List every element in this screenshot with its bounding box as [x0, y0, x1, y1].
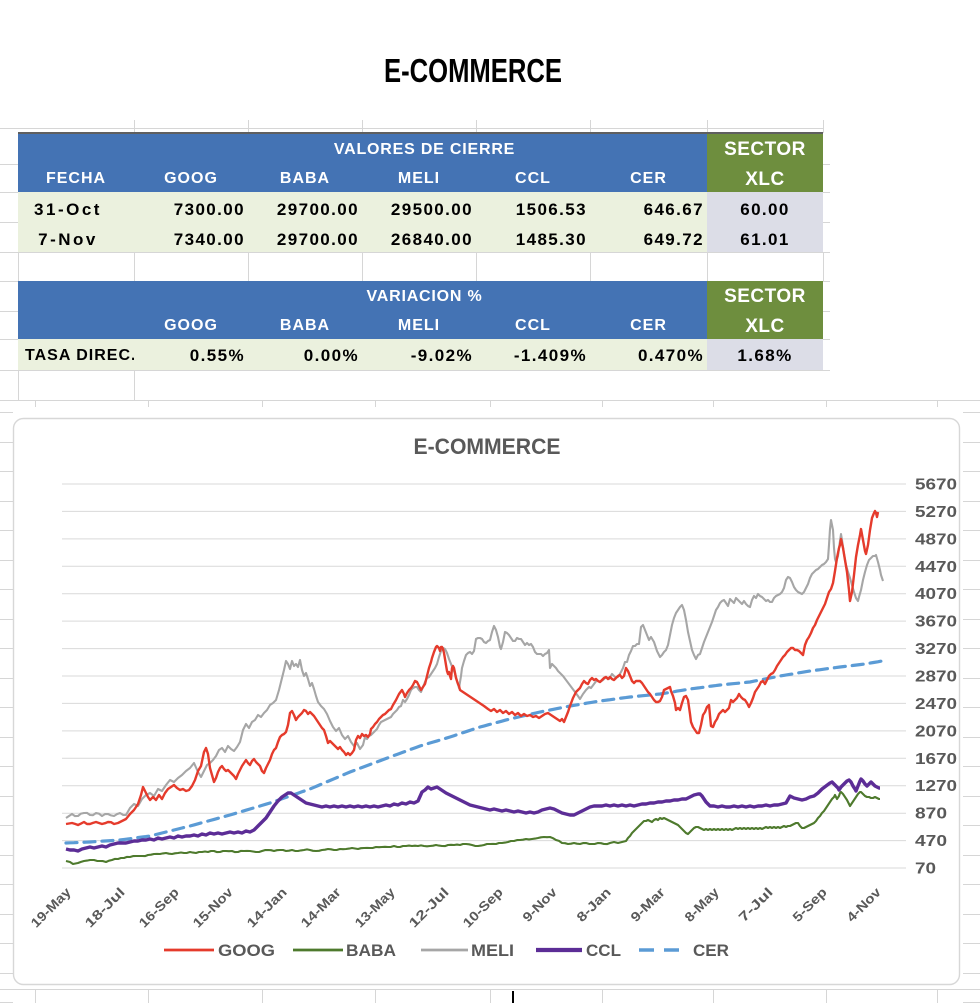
svg-text:CCL: CCL	[586, 941, 621, 960]
svg-text:2070: 2070	[915, 723, 957, 740]
svg-text:GOOG: GOOG	[218, 941, 275, 960]
svg-text:4070: 4070	[915, 586, 957, 603]
svg-text:5670: 5670	[915, 477, 957, 494]
svg-text:E-COMMERCE: E-COMMERCE	[384, 52, 562, 89]
svg-text:70: 70	[915, 861, 936, 878]
svg-text:MELI: MELI	[471, 941, 514, 960]
svg-text:2470: 2470	[915, 696, 957, 713]
svg-text:BABA: BABA	[346, 941, 396, 960]
svg-text:CER: CER	[693, 941, 729, 960]
svg-text:E-COMMERCE: E-COMMERCE	[414, 434, 561, 459]
svg-text:3270: 3270	[915, 641, 957, 658]
svg-text:5270: 5270	[915, 504, 957, 521]
svg-text:870: 870	[915, 806, 947, 823]
svg-text:1270: 1270	[915, 778, 957, 795]
svg-text:3670: 3670	[915, 614, 957, 631]
svg-text:4470: 4470	[915, 559, 957, 576]
svg-text:470: 470	[915, 833, 947, 850]
svg-text:2870: 2870	[915, 669, 957, 686]
svg-text:1670: 1670	[915, 751, 957, 768]
svg-text:4870: 4870	[915, 531, 957, 548]
